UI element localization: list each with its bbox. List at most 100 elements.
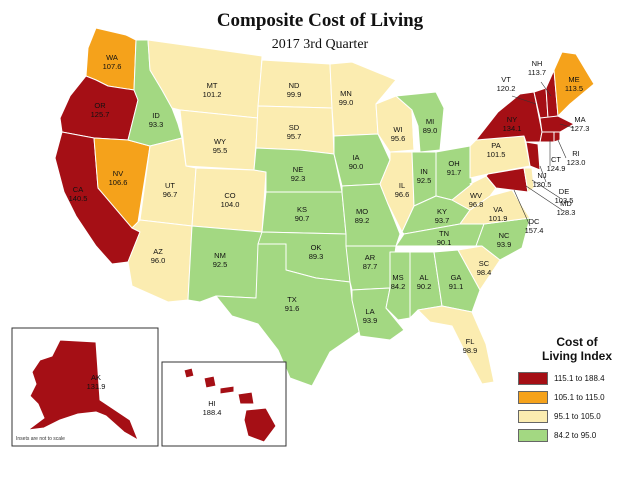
state-value-or: 125.7 xyxy=(91,110,110,119)
state-value-la: 93.9 xyxy=(363,316,378,325)
island-maui[interactable] xyxy=(237,391,255,405)
state-value-nh: 113.7 xyxy=(528,68,546,77)
state-label-mi: MI xyxy=(426,117,434,126)
state-label-ms: MS xyxy=(392,273,403,282)
legend-item: 105.1 to 115.0 xyxy=(518,388,636,407)
state-label-ia: IA xyxy=(352,153,359,162)
state-value-dc: 157.4 xyxy=(525,226,544,235)
state-ga[interactable] xyxy=(433,249,481,313)
state-value-ct: 124.9 xyxy=(547,164,566,173)
state-label-hi: HI xyxy=(208,399,216,408)
legend-title-line2: Living Index xyxy=(541,349,612,363)
state-value-nv: 106.6 xyxy=(109,178,128,187)
state-value-ne: 92.3 xyxy=(291,174,306,183)
state-value-co: 104.0 xyxy=(221,200,240,209)
leader-lines xyxy=(511,81,575,227)
state-label-ca: CA xyxy=(73,185,83,194)
state-label-al: AL xyxy=(419,273,428,282)
state-label-nd: ND xyxy=(289,81,300,90)
island-oahu[interactable] xyxy=(203,375,217,389)
state-value-pa: 101.5 xyxy=(487,150,506,159)
state-label-sd: SD xyxy=(289,123,300,132)
state-value-mn: 99.0 xyxy=(339,98,354,107)
map-title: Composite Cost of Living xyxy=(216,10,424,31)
state-label-nh: NH xyxy=(532,59,543,68)
state-value-fl: 98.9 xyxy=(463,346,478,355)
alaska-inset: Insets are not to scale xyxy=(11,327,159,447)
state-tx[interactable] xyxy=(215,243,363,387)
state-label-me: ME xyxy=(568,75,579,84)
island-kauai[interactable] xyxy=(183,367,195,379)
state-label-tx: TX xyxy=(287,295,297,304)
state-value-ky: 93.7 xyxy=(435,216,450,225)
state-value-ok: 89.3 xyxy=(309,252,324,261)
state-label-va: VA xyxy=(493,205,502,214)
state-value-oh: 91.7 xyxy=(447,168,462,177)
state-label-fl: FL xyxy=(466,337,475,346)
island-hawaii[interactable] xyxy=(243,407,277,443)
state-label-pa: PA xyxy=(491,141,500,150)
state-fl[interactable] xyxy=(417,305,495,385)
state-mi[interactable] xyxy=(395,91,445,153)
state-label-il: IL xyxy=(399,181,405,190)
state-label-sc: SC xyxy=(479,259,490,268)
legend-swatch xyxy=(518,410,548,423)
state-value-il: 96.6 xyxy=(395,190,410,199)
state-nj[interactable] xyxy=(525,141,541,171)
state-label-ok: OK xyxy=(311,243,322,252)
state-label-wa: WA xyxy=(106,53,118,62)
state-label-md: MD xyxy=(560,199,572,208)
state-ia[interactable] xyxy=(333,133,391,187)
state-de[interactable] xyxy=(523,167,535,193)
state-value-va: 101.9 xyxy=(489,214,508,223)
state-label-az: AZ xyxy=(153,247,163,256)
state-label-co: CO xyxy=(224,191,235,200)
state-value-ar: 87.7 xyxy=(363,262,378,271)
legend-label: 84.2 to 95.0 xyxy=(554,431,597,440)
state-value-in: 92.5 xyxy=(417,176,432,185)
state-value-wa: 107.6 xyxy=(103,62,122,71)
state-value-nc: 93.9 xyxy=(497,240,512,249)
state-value-az: 96.0 xyxy=(151,256,166,265)
state-ri[interactable] xyxy=(553,131,561,143)
state-label-in: IN xyxy=(420,167,428,176)
state-ma[interactable] xyxy=(539,115,575,133)
state-value-ut: 96.7 xyxy=(163,190,178,199)
legend-label: 115.1 to 188.4 xyxy=(554,374,605,383)
state-label-ky: KY xyxy=(437,207,447,216)
state-value-tn: 90.1 xyxy=(437,238,452,247)
state-value-id: 93.3 xyxy=(149,120,164,129)
state-value-nd: 99.9 xyxy=(287,90,302,99)
state-label-mt: MT xyxy=(207,81,218,90)
state-value-wv: 96.8 xyxy=(469,200,484,209)
state-label-ct: CT xyxy=(551,155,561,164)
state-value-mi: 89.0 xyxy=(423,126,438,135)
state-value-ca: 140.5 xyxy=(69,194,88,203)
state-co[interactable] xyxy=(191,167,267,233)
map-subtitle: 2017 3rd Quarter xyxy=(271,37,369,52)
state-value-mo: 89.2 xyxy=(355,216,370,225)
state-value-vt: 120.2 xyxy=(497,84,516,93)
state-value-ia: 90.0 xyxy=(349,162,364,171)
legend-swatch xyxy=(518,391,548,404)
state-value-mt: 101.2 xyxy=(203,90,222,99)
state-value-wy: 95.5 xyxy=(213,146,228,155)
legend-label: 95.1 to 105.0 xyxy=(554,412,601,421)
state-label-tn: TN xyxy=(439,229,449,238)
state-ct[interactable] xyxy=(539,131,555,143)
state-label-nm: NM xyxy=(214,251,226,260)
state-value-ma: 127.3 xyxy=(571,124,590,133)
state-label-ma: MA xyxy=(574,115,585,124)
state-label-ny: NY xyxy=(507,115,517,124)
state-ak[interactable] xyxy=(27,339,139,441)
state-value-al: 90.2 xyxy=(417,282,432,291)
state-label-id: ID xyxy=(152,111,160,120)
state-label-dc: DC xyxy=(529,217,540,226)
legend-title-line1: Cost of xyxy=(556,335,598,349)
state-value-tx: 91.6 xyxy=(285,304,300,313)
island-molokai[interactable] xyxy=(219,385,235,395)
state-label-or: OR xyxy=(94,101,106,110)
state-value-de: 103.5 xyxy=(555,196,574,205)
legend-item: 115.1 to 188.4 xyxy=(518,369,636,388)
